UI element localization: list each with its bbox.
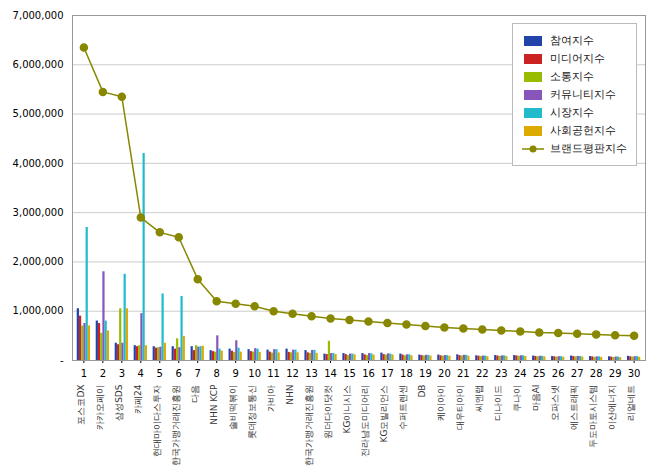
svg-text:17: 17 [381, 368, 394, 379]
svg-text:포스코DX: 포스코DX [76, 385, 86, 425]
svg-text:10: 10 [248, 368, 261, 379]
svg-text:케이아이: 케이아이 [436, 385, 446, 421]
svg-text:26: 26 [552, 368, 565, 379]
html-text:참여지수: 참여지수 [550, 34, 594, 47]
svg-text:30: 30 [628, 368, 641, 379]
html-text:미디어지수: 미디어지수 [550, 52, 605, 65]
svg-text:가비아: 가비아 [266, 385, 276, 412]
svg-text:15: 15 [343, 368, 356, 379]
svg-text:리얼네트: 리얼네트 [626, 385, 636, 421]
svg-text:카카오페이: 카카오페이 [95, 385, 105, 430]
svg-text:7: 7 [195, 368, 201, 379]
svg-text:25: 25 [533, 368, 546, 379]
html-text:브랜드평판지수: 브랜드평판지수 [550, 142, 627, 155]
html-text:소통지수: 소통지수 [550, 70, 594, 83]
svg-text:한국가맹거래진흥원: 한국가맹거래진흥원 [304, 385, 314, 466]
svg-text:14: 14 [324, 368, 337, 379]
svg-text:현대마이다스투자: 현대마이다스투자 [152, 385, 162, 457]
svg-text:23: 23 [495, 368, 508, 379]
svg-text:2,000,000: 2,000,000 [13, 256, 64, 267]
svg-text:7,000,000: 7,000,000 [13, 10, 64, 21]
svg-text:전라남도미디어리: 전라남도미디어리 [360, 385, 370, 457]
svg-text:에스트래픽: 에스트래픽 [569, 385, 579, 430]
svg-text:5: 5 [157, 368, 163, 379]
svg-text:24: 24 [514, 368, 527, 379]
svg-text:9: 9 [232, 368, 238, 379]
svg-text:16: 16 [362, 368, 375, 379]
svg-text:13: 13 [305, 368, 318, 379]
svg-text:4,000,000: 4,000,000 [13, 158, 64, 169]
svg-text:18: 18 [400, 368, 413, 379]
svg-text:29: 29 [609, 368, 622, 379]
svg-text:수퍼트렌센: 수퍼트렌센 [398, 385, 408, 430]
svg-text:8: 8 [214, 368, 220, 379]
svg-text:6,000,000: 6,000,000 [13, 59, 64, 70]
svg-text:5,000,000: 5,000,000 [13, 108, 64, 119]
svg-text:3,000,000: 3,000,000 [13, 207, 64, 218]
svg-text:1,000,000: 1,000,000 [13, 305, 64, 316]
svg-text:디나이드: 디나이드 [493, 385, 503, 421]
svg-text:쿠나이: 쿠나이 [512, 385, 522, 412]
svg-text:삼성SDS: 삼성SDS [114, 384, 124, 421]
svg-text:KG모빌리언스: KG모빌리언스 [379, 385, 389, 443]
svg-text:-: - [60, 355, 64, 366]
svg-text:롯데정보통신: 롯데정보통신 [247, 385, 257, 439]
svg-text:3: 3 [119, 368, 125, 379]
svg-text:22: 22 [476, 368, 489, 379]
svg-text:한국가맹거래진흥원: 한국가맹거래진흥원 [171, 385, 181, 466]
svg-text:19: 19 [419, 368, 432, 379]
svg-text:12: 12 [286, 368, 299, 379]
svg-text:이산에너지: 이산에너지 [607, 385, 617, 430]
html-text:시장지수: 시장지수 [550, 106, 594, 119]
html-text:커뮤니티지수: 커뮤니티지수 [550, 88, 616, 101]
svg-text:오파스넷: 오파스넷 [550, 385, 560, 421]
svg-text:마음AI: 마음AI [531, 385, 541, 412]
svg-text:원더다이닷컷: 원더다이닷컷 [323, 385, 333, 439]
svg-text:두도마토시스템: 두도마토시스템 [588, 385, 598, 448]
svg-text:20: 20 [438, 368, 451, 379]
svg-text:21: 21 [457, 368, 470, 379]
svg-text:6: 6 [176, 368, 182, 379]
svg-text:28: 28 [590, 368, 603, 379]
svg-text:NHN: NHN [285, 385, 295, 405]
svg-text:카페24: 카페24 [133, 384, 143, 414]
svg-text:4: 4 [138, 368, 144, 379]
svg-text:NHN KCP: NHN KCP [209, 384, 219, 425]
svg-text:솔비떡볶이: 솔비떡볶이 [228, 385, 238, 430]
svg-text:다음: 다음 [190, 385, 200, 403]
svg-text:1: 1 [81, 368, 87, 379]
svg-text:27: 27 [571, 368, 584, 379]
svg-text:2: 2 [100, 368, 106, 379]
svg-text:씨엔랩: 씨엔랩 [474, 385, 484, 412]
html-text:사회공헌지수: 사회공헌지수 [550, 124, 616, 137]
svg-text:11: 11 [267, 368, 280, 379]
svg-text:DB: DB [417, 385, 427, 398]
svg-text:대우티아이: 대우티아이 [455, 385, 465, 430]
svg-text:KG이니시스: KG이니시스 [342, 385, 352, 434]
